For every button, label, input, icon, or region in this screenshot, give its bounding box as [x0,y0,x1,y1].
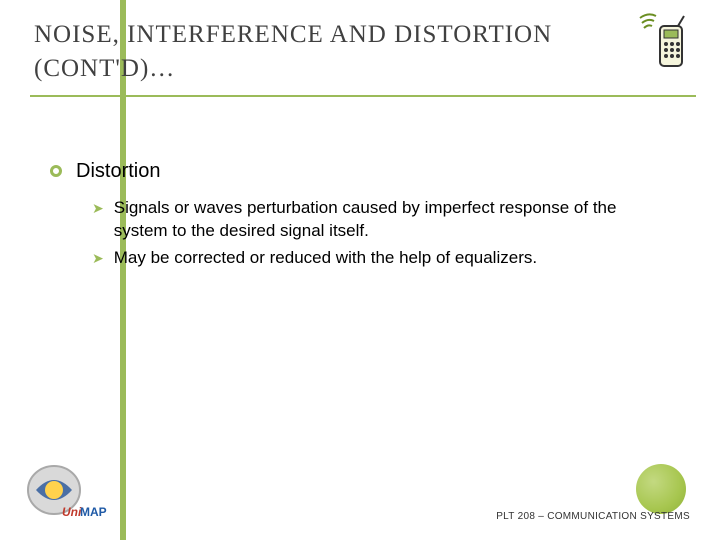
unimap-logo: Uni MAP [24,462,114,520]
arrow-bullet-icon: ➤ [92,200,104,217]
decorative-green-circle [636,464,686,514]
ring-bullet-icon [50,165,62,177]
bullet-item: ➤ May be corrected or reduced with the h… [92,247,670,270]
distortion-heading-row: Distortion [50,160,670,183]
bullet-text: Signals or waves perturbation caused by … [114,197,670,243]
title-underline [30,95,696,97]
footer-course-code: PLT 208 – COMMUNICATION SYSTEMS [496,511,690,522]
arrow-bullet-icon: ➤ [92,250,104,267]
distortion-heading: Distortion [76,160,160,183]
bullet-item: ➤ Signals or waves perturbation caused b… [92,197,670,243]
slide-title: NOISE, INTERFERENCE AND DISTORTION (CONT… [34,18,630,86]
bullet-text: May be corrected or reduced with the hel… [114,247,537,270]
svg-text:Uni: Uni [62,505,82,519]
phone-radio-icon [630,8,696,74]
svg-text:MAP: MAP [80,505,107,519]
content-area: Distortion ➤ Signals or waves perturbati… [50,160,670,274]
